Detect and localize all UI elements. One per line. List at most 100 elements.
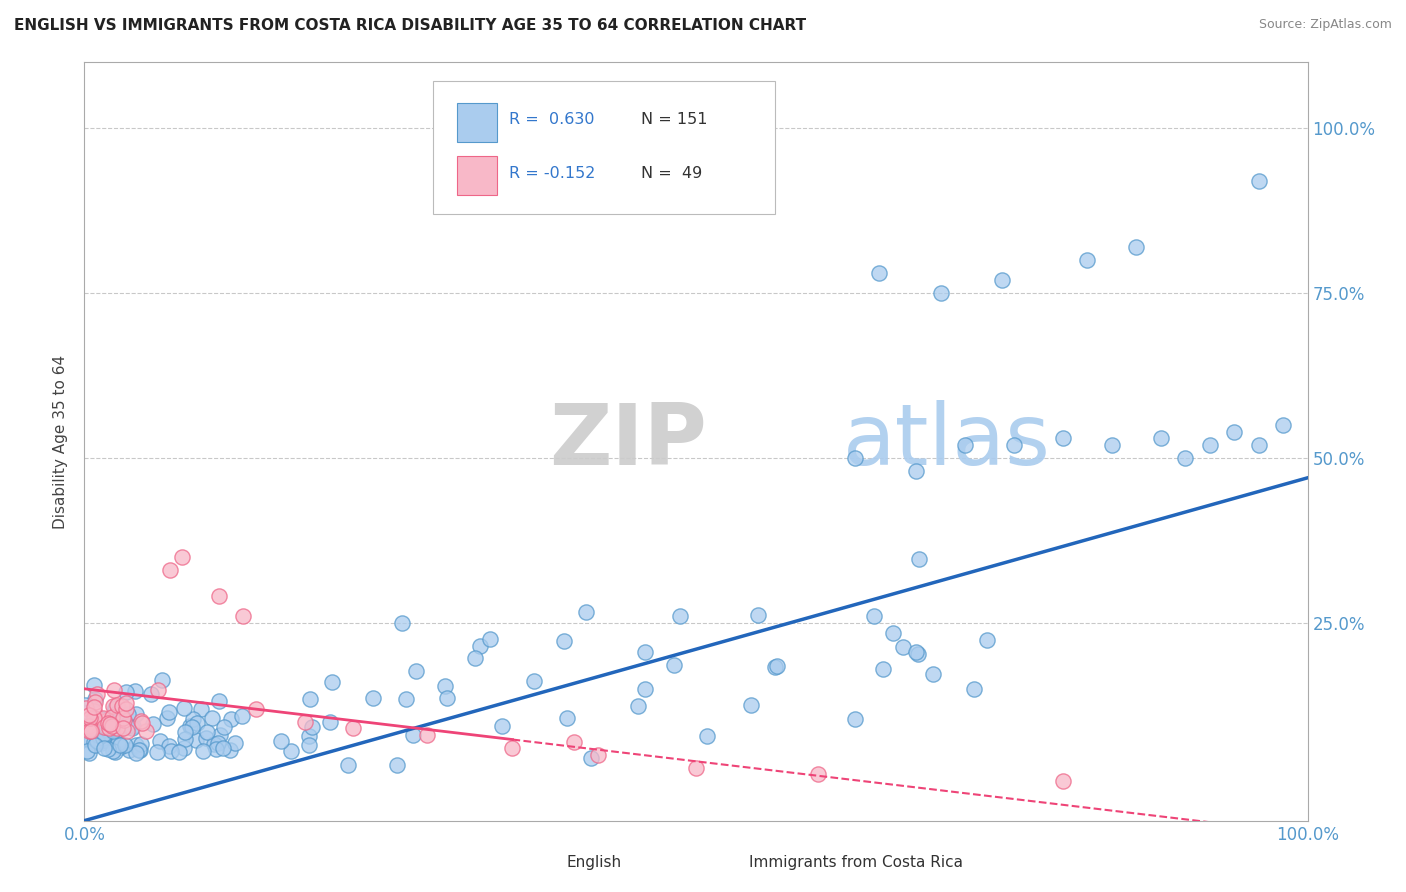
Point bbox=[807, 767, 830, 781]
Point bbox=[83, 678, 105, 692]
Point bbox=[93, 741, 115, 756]
Point bbox=[891, 640, 914, 654]
Point bbox=[107, 736, 129, 750]
Point bbox=[169, 745, 191, 759]
Point bbox=[118, 742, 141, 756]
Point bbox=[156, 711, 179, 725]
Point bbox=[297, 739, 319, 753]
Point bbox=[77, 719, 100, 733]
Point bbox=[562, 734, 585, 748]
Point bbox=[696, 729, 718, 743]
Point bbox=[75, 700, 97, 714]
Point bbox=[101, 724, 124, 739]
Point bbox=[575, 605, 598, 619]
Point bbox=[121, 721, 143, 735]
Point bbox=[98, 717, 121, 731]
Point bbox=[114, 702, 136, 716]
Point bbox=[129, 737, 152, 751]
Point bbox=[301, 720, 323, 734]
Point bbox=[105, 698, 128, 713]
Point bbox=[1174, 450, 1197, 465]
Point bbox=[882, 626, 904, 640]
Point bbox=[96, 713, 118, 727]
Point bbox=[114, 738, 136, 752]
Point bbox=[96, 742, 118, 756]
Point bbox=[319, 714, 342, 729]
Point bbox=[181, 720, 204, 734]
Point bbox=[117, 723, 139, 738]
Point bbox=[200, 711, 222, 725]
Point bbox=[627, 699, 650, 714]
Point bbox=[101, 710, 124, 724]
Point bbox=[212, 720, 235, 734]
Point bbox=[111, 711, 134, 725]
Point bbox=[87, 728, 110, 742]
Point bbox=[128, 743, 150, 757]
Text: Source: ZipAtlas.com: Source: ZipAtlas.com bbox=[1258, 18, 1392, 31]
Point bbox=[224, 736, 246, 750]
Point bbox=[1076, 253, 1098, 268]
Point bbox=[83, 691, 105, 706]
Point bbox=[83, 711, 105, 725]
Point bbox=[202, 737, 225, 751]
Point bbox=[191, 744, 214, 758]
Point bbox=[634, 681, 657, 696]
Point bbox=[634, 645, 657, 659]
Point bbox=[299, 691, 322, 706]
Point bbox=[148, 683, 170, 698]
Point bbox=[361, 690, 384, 705]
Point bbox=[83, 700, 105, 714]
Point bbox=[129, 714, 152, 729]
Point bbox=[77, 747, 100, 761]
Point bbox=[103, 698, 125, 713]
Text: Immigrants from Costa Rica: Immigrants from Costa Rica bbox=[748, 855, 963, 870]
Point bbox=[194, 731, 217, 745]
Point bbox=[1101, 438, 1123, 452]
Point bbox=[184, 732, 207, 747]
Point bbox=[104, 745, 127, 759]
Point bbox=[83, 695, 105, 709]
Point bbox=[668, 609, 690, 624]
Point bbox=[157, 706, 180, 720]
Point bbox=[221, 712, 243, 726]
Point bbox=[395, 692, 418, 706]
Text: N =  49: N = 49 bbox=[641, 167, 702, 181]
Point bbox=[83, 735, 105, 749]
Point bbox=[111, 721, 134, 735]
Point bbox=[436, 690, 458, 705]
Point bbox=[907, 552, 929, 566]
Point bbox=[1052, 774, 1074, 789]
Point bbox=[141, 687, 163, 701]
Point bbox=[195, 725, 218, 739]
Point bbox=[991, 273, 1014, 287]
Point bbox=[97, 715, 120, 730]
Point bbox=[869, 267, 891, 281]
Point bbox=[174, 725, 197, 739]
Point bbox=[77, 707, 100, 722]
Point bbox=[763, 660, 786, 674]
Point bbox=[173, 741, 195, 756]
Point bbox=[905, 464, 928, 478]
Point bbox=[298, 729, 321, 743]
Point bbox=[337, 758, 360, 772]
Point bbox=[1150, 431, 1173, 445]
Point bbox=[863, 608, 886, 623]
Point bbox=[115, 697, 138, 711]
Point bbox=[464, 651, 486, 665]
Text: N = 151: N = 151 bbox=[641, 112, 707, 127]
Point bbox=[98, 722, 121, 736]
FancyBboxPatch shape bbox=[714, 851, 741, 875]
Text: R =  0.630: R = 0.630 bbox=[509, 112, 595, 127]
Point bbox=[208, 590, 231, 604]
FancyBboxPatch shape bbox=[457, 156, 496, 195]
Point bbox=[586, 747, 609, 762]
Point bbox=[117, 719, 139, 733]
Point bbox=[183, 713, 205, 727]
Point bbox=[105, 721, 128, 735]
Point bbox=[77, 724, 100, 739]
Point bbox=[294, 714, 316, 729]
Point bbox=[553, 634, 575, 648]
Point bbox=[146, 745, 169, 759]
Point bbox=[523, 674, 546, 689]
Point bbox=[963, 682, 986, 697]
